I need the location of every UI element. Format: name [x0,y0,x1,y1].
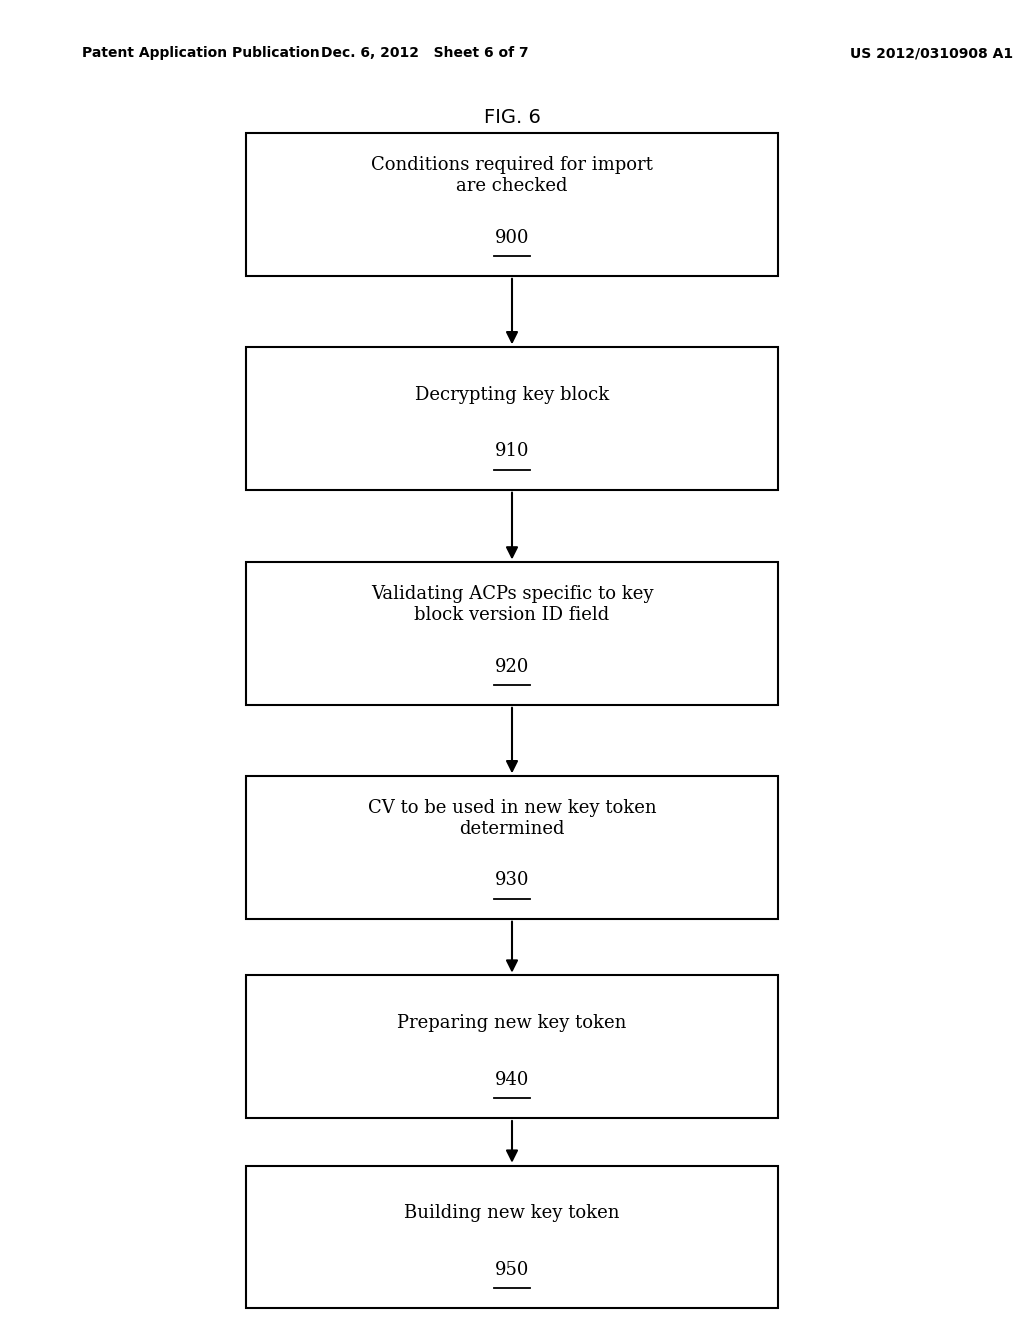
Text: 950: 950 [495,1261,529,1279]
Text: Dec. 6, 2012   Sheet 6 of 7: Dec. 6, 2012 Sheet 6 of 7 [322,46,528,61]
Text: Decrypting key block: Decrypting key block [415,385,609,404]
Text: Building new key token: Building new key token [404,1204,620,1222]
Bar [246,1166,778,1308]
Bar [246,562,778,705]
Text: FIG. 6: FIG. 6 [483,108,541,127]
Bar [246,347,778,490]
Bar [246,133,778,276]
Text: CV to be used in new key token
determined: CV to be used in new key token determine… [368,799,656,838]
Text: Preparing new key token: Preparing new key token [397,1014,627,1032]
Text: Conditions required for import
are checked: Conditions required for import are check… [371,156,653,195]
Text: 920: 920 [495,657,529,676]
Text: Patent Application Publication: Patent Application Publication [82,46,319,61]
Text: 900: 900 [495,228,529,247]
Text: 910: 910 [495,442,529,461]
Text: 930: 930 [495,871,529,890]
Text: 940: 940 [495,1071,529,1089]
Text: US 2012/0310908 A1: US 2012/0310908 A1 [850,46,1013,61]
Bar [246,776,778,919]
Text: Validating ACPs specific to key
block version ID field: Validating ACPs specific to key block ve… [371,585,653,624]
Bar [246,975,778,1118]
